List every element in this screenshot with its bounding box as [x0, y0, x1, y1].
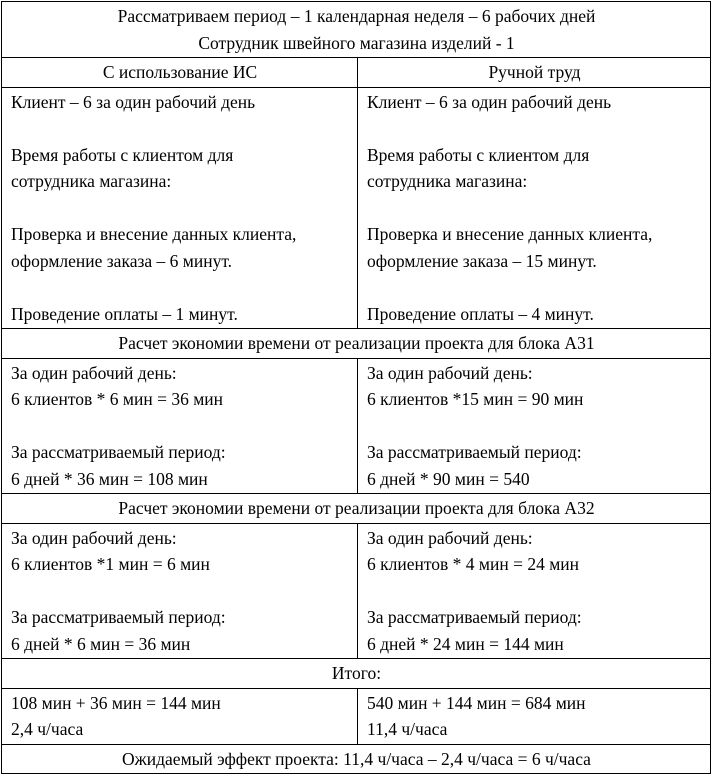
column-header-row: С использование ИС Ручной труд: [1, 57, 711, 88]
block-a31-cell-manual: За один рабочий день: 6 клиентов *15 мин…: [357, 357, 711, 494]
conditions-cell-manual: Клиент – 6 за один рабочий день Время ра…: [357, 86, 711, 329]
check-order-text-cont: оформление заказа – 15 минут.: [367, 250, 597, 271]
spacer: [367, 413, 702, 440]
day-calculation: 6 клиентов *15 мин = 90 мин: [367, 389, 584, 409]
period-calculation: 6 дней * 90 мин = 540: [367, 468, 530, 489]
block-a32-row: За один рабочий день: 6 клиентов *1 мин …: [1, 522, 711, 659]
day-label: За один рабочий день:: [367, 362, 533, 383]
check-order-text: Проверка и внесение данных клиента,: [367, 224, 653, 244]
work-time-label: Время работы с клиентом для: [367, 144, 590, 165]
total-cell-is: 108 мин + 36 мин = 144 мин 2,4 ч/часа: [1, 687, 358, 745]
spacer: [11, 413, 349, 440]
period-label: За рассматриваемый период:: [11, 607, 226, 627]
effect-row: Ожидаемый эффект проекта: 11,4 ч/часа – …: [1, 743, 711, 774]
day-calculation: 6 клиентов * 4 мин = 24 мин: [367, 554, 580, 574]
block-a31-row: За один рабочий день: 6 клиентов * 6 мин…: [1, 357, 711, 494]
period-calculation: 6 дней * 24 мин = 144 мин: [367, 633, 564, 654]
total-cell-manual: 540 мин + 144 мин = 684 мин 11,4 ч/часа: [357, 687, 711, 745]
day-calculation: 6 клиентов * 6 мин = 36 мин: [11, 389, 224, 409]
block-a31-title-row: Расчет экономии времени от реализации пр…: [1, 328, 711, 359]
total-hours: 2,4 ч/часа: [11, 719, 84, 739]
header-row: Рассматриваем период – 1 календарная нед…: [1, 1, 711, 58]
column-header-manual: Ручной труд: [357, 57, 711, 88]
day-label: За один рабочий день:: [11, 362, 177, 383]
period-text: Рассматриваем период – 1 календарная нед…: [117, 6, 596, 26]
period-label: За рассматриваемый период:: [367, 607, 582, 627]
block-a31-title: Расчет экономии времени от реализации пр…: [1, 328, 711, 359]
period-label: За рассматриваемый период:: [11, 442, 226, 462]
block-a32-cell-is: За один рабочий день: 6 клиентов *1 мин …: [1, 522, 358, 659]
block-a32-title-row: Расчет экономии времени от реализации пр…: [1, 493, 711, 524]
payment-text: Проведение оплаты – 4 минут.: [367, 303, 594, 324]
block-a32-cell-manual: За один рабочий день: 6 клиентов * 4 мин…: [357, 522, 711, 659]
work-time-label: Время работы с клиентом для: [11, 144, 234, 165]
clients-per-day: Клиент – 6 за один рабочий день: [11, 91, 256, 112]
payment-text: Проведение оплаты – 1 минут.: [11, 303, 238, 324]
day-calculation: 6 клиентов *1 мин = 6 мин: [11, 554, 210, 574]
clients-per-day: Клиент – 6 за один рабочий день: [367, 91, 612, 112]
total-title: Итого:: [1, 658, 711, 689]
header-cell: Рассматриваем период – 1 календарная нед…: [1, 1, 711, 58]
work-time-label-cont: сотрудника магазина:: [367, 171, 528, 191]
total-sum: 540 мин + 144 мин = 684 мин: [367, 692, 586, 713]
spacer: [11, 274, 349, 301]
period-calculation: 6 дней * 6 мин = 36 мин: [11, 633, 191, 654]
spacer: [11, 578, 349, 605]
conditions-cell-is: Клиент – 6 за один рабочий день Время ра…: [1, 86, 358, 329]
expected-effect: Ожидаемый эффект проекта: 11,4 ч/часа – …: [1, 743, 711, 774]
employee-text: Сотрудник швейного магазина изделий - 1: [198, 32, 515, 53]
block-a32-title: Расчет экономии времени от реализации пр…: [1, 493, 711, 524]
total-hours: 11,4 ч/часа: [367, 719, 448, 739]
spacer: [367, 274, 702, 301]
check-order-text-cont: оформление заказа – 6 минут.: [11, 250, 233, 271]
spacer: [11, 115, 349, 142]
work-time-label-cont: сотрудника магазина:: [11, 171, 172, 191]
column-header-is: С использование ИС: [1, 57, 358, 88]
spacer: [367, 115, 702, 142]
period-label: За рассматриваемый период:: [367, 442, 582, 462]
check-order-text: Проверка и внесение данных клиента,: [11, 224, 297, 244]
spacer: [11, 195, 349, 222]
conditions-row: Клиент – 6 за один рабочий день Время ра…: [1, 86, 711, 329]
day-label: За один рабочий день:: [11, 527, 177, 548]
period-calculation: 6 дней * 36 мин = 108 мин: [11, 468, 208, 489]
block-a31-cell-is: За один рабочий день: 6 клиентов * 6 мин…: [1, 357, 358, 494]
total-row: 108 мин + 36 мин = 144 мин 2,4 ч/часа 54…: [1, 687, 711, 745]
total-title-row: Итого:: [1, 658, 711, 689]
total-sum: 108 мин + 36 мин = 144 мин: [11, 692, 221, 713]
spacer: [367, 578, 702, 605]
day-label: За один рабочий день:: [367, 527, 533, 548]
spacer: [367, 195, 702, 222]
